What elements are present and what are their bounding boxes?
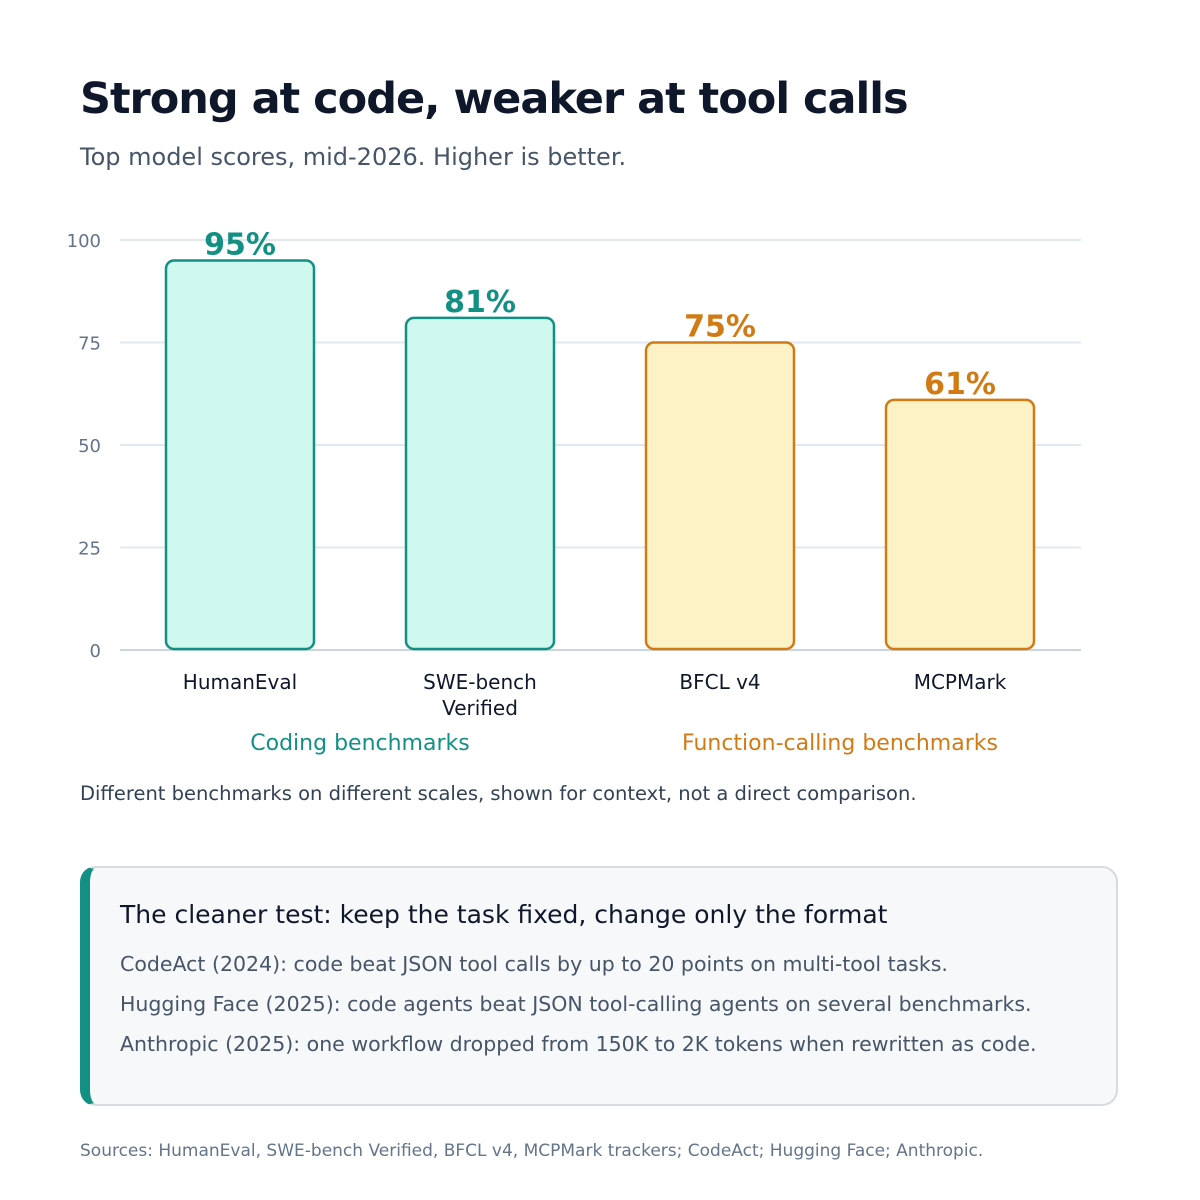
callout-title: The cleaner test: keep the task fixed, c… (120, 900, 888, 929)
data-label: 61% (924, 367, 996, 402)
bar (404, 316, 556, 651)
x-tick-label: Verified (442, 696, 518, 720)
chart-subtitle: Top model scores, mid-2026. Higher is be… (80, 143, 627, 171)
y-tick-label: 100 (67, 231, 101, 252)
bar-chart: 0 25 50 75 100 95% HumanEval 81% SWE-benchVerifi… (67, 228, 1081, 756)
data-label: 75% (684, 310, 756, 345)
callout-line-anthropic: Anthropic (2025): one workflow dropped f… (120, 1032, 1037, 1056)
y-tick-label: 50 (78, 436, 101, 457)
sources-note: Sources: HumanEval, SWE-bench Verified, … (80, 1141, 984, 1161)
y-tick-label: 0 (90, 641, 101, 662)
callout-line-codeact: CodeAct (2024): code beat JSON tool call… (120, 952, 948, 976)
bar (164, 259, 316, 651)
x-tick-label: BFCL v4 (679, 670, 760, 694)
callout-box: The cleaner test: keep the task fixed, c… (80, 866, 1118, 1106)
chart-title: Strong at code, weaker at tool calls (80, 74, 909, 124)
group-label: Coding benchmarks (250, 731, 469, 756)
x-tick-label: SWE-bench (423, 670, 537, 694)
y-tick-label: 25 (78, 539, 101, 560)
x-tick-label: MCPMark (914, 670, 1007, 694)
y-tick-label: 75 (78, 334, 101, 355)
data-label: 81% (444, 285, 516, 320)
bar (644, 341, 796, 651)
bar (884, 398, 1036, 651)
chart-note: Different benchmarks on different scales… (80, 782, 917, 805)
x-tick-label: HumanEval (183, 670, 297, 694)
group-label: Function-calling benchmarks (682, 731, 998, 756)
data-label: 95% (204, 228, 276, 263)
callout-line-hugging-face: Hugging Face (2025): code agents beat JS… (120, 992, 1032, 1016)
